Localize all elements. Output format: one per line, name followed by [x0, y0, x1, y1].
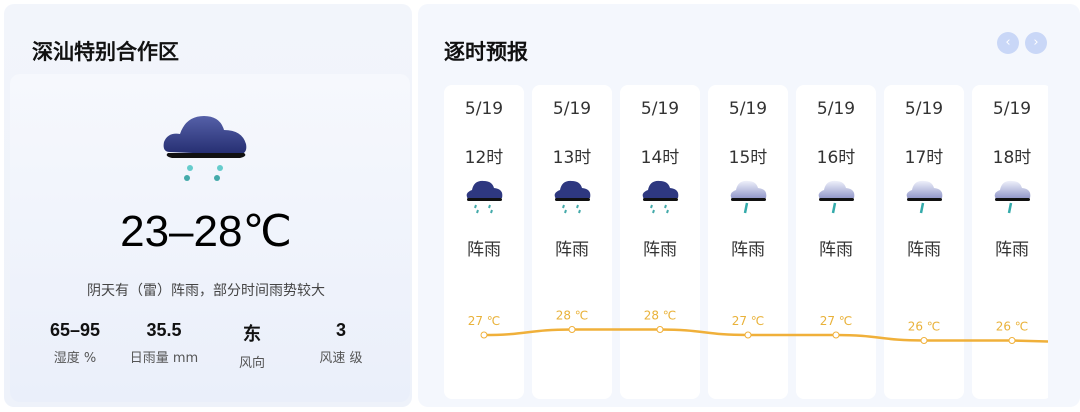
temperature-point [1008, 337, 1016, 344]
stat-value: 65–95 [49, 320, 101, 340]
location-title: 深汕特别合作区 [32, 40, 179, 64]
stat-label: 风向 [238, 356, 265, 371]
hour-time: 14时 [640, 148, 680, 168]
heavy-rain-cloud-icon [163, 116, 247, 181]
temperature-line-chart: 27 ℃ 28 ℃ 28 ℃ 27 ℃ 27 ℃ 26 ℃ 26 ℃ [468, 309, 1048, 344]
hour-weather: 阵雨 [467, 240, 501, 260]
temperature-label: 27 ℃ [820, 314, 853, 328]
hour-date: 5/19 [640, 99, 680, 119]
temperature-point [480, 331, 488, 339]
temperature-range: 23–28℃ [120, 207, 292, 256]
stat-label: 湿度 % [53, 351, 97, 366]
hour-time: 17时 [904, 148, 944, 168]
light-rain-cloud-icon [904, 177, 944, 221]
hour-time: 18时 [992, 148, 1032, 168]
temperature-point [920, 337, 928, 344]
light-rain-cloud-icon [992, 177, 1032, 221]
temperature-line [483, 328, 1048, 343]
temperature-label: 28 ℃ [556, 309, 589, 323]
stat-value: 东 [243, 324, 261, 344]
stat-label: 风速 级 [319, 351, 363, 366]
hour-weather: 阵雨 [731, 240, 765, 260]
hour-date: 5/19 [464, 99, 504, 119]
dark-rain-cloud-icon [640, 177, 680, 221]
hourly-cards[interactable]: 5/19 12时 阵雨 5/19 13时 阵雨 5/19 14时 阵雨 5/19 15… [444, 85, 1048, 403]
stat-label: 日雨量 mm [129, 351, 199, 366]
temperature-point [656, 326, 664, 333]
light-rain-cloud-icon [728, 177, 768, 221]
hour-weather: 阵雨 [907, 240, 941, 260]
temperature-label: 28 ℃ [644, 309, 677, 323]
hour-weather: 阵雨 [995, 240, 1029, 260]
weather-description: 阴天有（雷）阵雨，部分时间雨势较大 [87, 283, 325, 299]
hourly-card: 5/19 17时 阵雨 [884, 85, 964, 399]
hour-time: 12时 [464, 148, 504, 168]
hour-date: 5/19 [816, 99, 856, 119]
stat-value: 35.5 [146, 320, 182, 340]
hourly-card: 5/19 16时 阵雨 [796, 85, 876, 399]
hourly-forecast-panel: 逐时预报 ‹ › 5/19 12时 阵雨 5/19 13时 阵雨 5/19 14时 … [418, 4, 1080, 407]
hour-weather: 阵雨 [819, 240, 853, 260]
light-rain-cloud-icon [816, 177, 856, 221]
hourly-card: 5/19 12时 阵雨 [444, 85, 524, 399]
hour-time: 13时 [552, 148, 592, 168]
temperature-label: 27 ℃ [732, 314, 765, 328]
hour-weather: 阵雨 [643, 240, 677, 260]
temperature-label: 26 ℃ [996, 320, 1029, 334]
hourly-card: 5/19 15时 阵雨 [708, 85, 788, 399]
hour-weather: 阵雨 [555, 240, 589, 260]
temperature-point [568, 326, 576, 333]
hour-time: 16时 [816, 148, 856, 168]
hourly-title: 逐时预报 [444, 40, 528, 64]
stat-value: 3 [335, 320, 346, 340]
temperature-label: 26 ℃ [908, 320, 941, 334]
wind-direction-stat: 东风向 [207, 320, 297, 371]
hour-date: 5/19 [728, 99, 768, 119]
dark-rain-cloud-icon [464, 177, 504, 221]
temperature-point [832, 331, 840, 339]
dark-rain-cloud-icon [552, 177, 592, 221]
temperature-point [744, 331, 752, 339]
prev-button[interactable]: ‹ [997, 32, 1019, 54]
wind-speed-stat: 3 风速 级 [296, 320, 386, 366]
hourly-card: 5/19 13时 阵雨 [532, 85, 612, 399]
hourly-card: 5/19 18时 阵雨 [972, 85, 1048, 399]
hour-time: 15时 [728, 148, 768, 168]
rainfall-stat: 35.5 日雨量 mm [119, 320, 209, 366]
humidity-stat: 65–95 湿度 % [30, 320, 120, 366]
hour-date: 5/19 [992, 99, 1032, 119]
hour-date: 5/19 [552, 99, 592, 119]
hourly-card: 5/19 14时 阵雨 [620, 85, 700, 399]
hour-date: 5/19 [904, 99, 944, 119]
next-button[interactable]: › [1025, 32, 1047, 54]
temperature-label: 27 ℃ [468, 314, 501, 328]
